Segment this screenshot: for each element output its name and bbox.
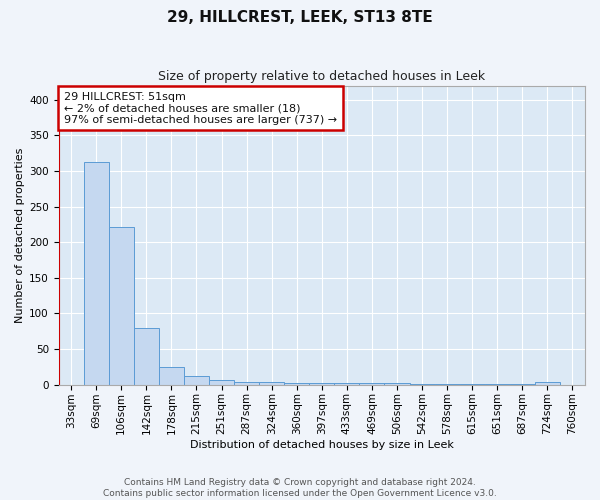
Y-axis label: Number of detached properties: Number of detached properties [15,148,25,323]
Text: Contains HM Land Registry data © Crown copyright and database right 2024.
Contai: Contains HM Land Registry data © Crown c… [103,478,497,498]
Bar [184,376,209,384]
Bar [209,380,234,384]
Bar [159,367,184,384]
Bar [309,382,334,384]
Text: 29 HILLCREST: 51sqm
← 2% of detached houses are smaller (18)
97% of semi-detache: 29 HILLCREST: 51sqm ← 2% of detached hou… [64,92,337,124]
Bar [134,328,159,384]
Title: Size of property relative to detached houses in Leek: Size of property relative to detached ho… [158,70,485,83]
Bar [84,162,109,384]
Text: 29, HILLCREST, LEEK, ST13 8TE: 29, HILLCREST, LEEK, ST13 8TE [167,10,433,25]
Bar [284,382,309,384]
Bar [109,226,134,384]
Bar [535,382,560,384]
Bar [259,382,284,384]
X-axis label: Distribution of detached houses by size in Leek: Distribution of detached houses by size … [190,440,454,450]
Bar [234,382,259,384]
